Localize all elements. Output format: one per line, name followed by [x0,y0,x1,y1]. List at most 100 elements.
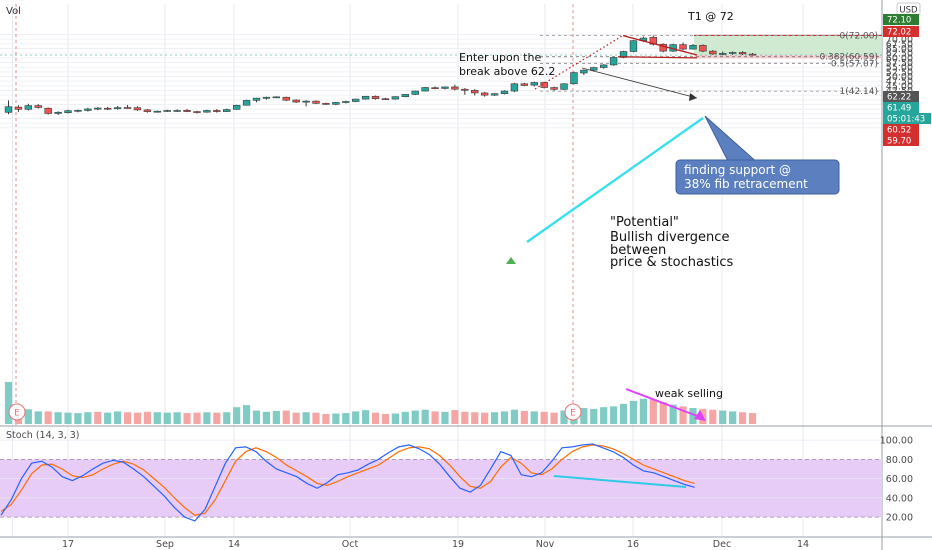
volume-bar [54,412,62,424]
price-tag-label: 59.70 [887,137,911,147]
time-axis-tick: Nov [536,539,555,550]
volume-bar [461,411,469,424]
candle-body [14,106,23,110]
volume-bar [550,412,558,424]
candle-body [262,96,271,99]
earnings-marker-icon [8,403,26,421]
signal-triangle-icon [506,257,516,264]
candle-body [272,96,281,99]
target-annotation: T1 @ 72 [687,10,734,23]
candle-body [719,53,727,55]
stoch-d-line [0,444,695,516]
candle-body [113,107,122,110]
volume-bar [114,411,122,424]
time-axis-tick: 16 [627,539,639,550]
currency-label: USD [899,6,918,16]
candle-body [24,105,33,110]
volume-bar [441,411,449,424]
earnings-marker-icon [564,403,582,421]
candle-body [629,40,638,52]
candle-body [292,99,300,103]
stoch-axis-tick: 100.00 [880,436,913,447]
price-tag-box [883,102,919,113]
volume-bar [312,412,320,424]
price-tag-label: 61.49 [887,104,911,114]
price-axis-tick: 62.50 [886,49,913,60]
candle-body [599,64,608,68]
volume-bar [322,413,330,424]
time-axis-tick: 14 [228,539,240,550]
volume-bar [292,412,300,424]
candle-body [590,67,598,71]
volume-bar [510,409,519,424]
volume-bar [143,411,151,424]
stoch-axis-labels: 100.00 80.00 60.00 40.00 20.00 [880,436,913,524]
volume-bar [709,409,717,424]
price-tag-box [883,124,919,135]
fib-level-label: 0.382(60.59) [819,53,878,63]
candle-body [619,51,628,58]
vertical-grid [12,4,804,536]
stoch-axis-tick: 80.00 [886,455,913,466]
candle-body [74,109,82,112]
candle-body [361,95,370,100]
volume-bar [223,412,231,424]
candle-body [471,90,479,94]
entry-pointer-arrowhead [689,93,697,101]
candle-body [679,44,687,50]
weak-selling-arrow [625,388,701,418]
fib-level-label: 0(72.00) [839,31,878,41]
volume-bar [649,399,657,424]
volume-bar [133,412,142,424]
entry-annotation-line2: break above 62.2 [459,65,555,78]
callout-text-line2: 38% fib retracement [684,177,808,191]
time-axis-tick: Dec [713,539,731,550]
weak-selling-annotation: weak selling [655,387,723,400]
profit-zone [694,35,882,56]
volume-bar [183,413,191,424]
candle-body [342,101,350,103]
volume-bar [639,398,647,424]
volume-bar [411,410,419,424]
volume-bar [332,413,340,424]
volume-bar [381,413,390,424]
candle-body [282,96,290,101]
candle-body [431,87,439,89]
time-axis-tick: Oct [342,539,359,550]
candle-body [203,110,211,113]
volume-bar [282,410,290,424]
bullish-divergence-line [526,117,704,243]
volume-bar [719,410,727,424]
price-tag-label: 05:01:43 [887,115,925,125]
volume-bar [163,412,171,424]
candle-body [322,103,330,105]
volume-bar [738,412,747,424]
candle-body [480,92,489,96]
horizontal-grid [0,34,882,129]
volume-bar [530,411,538,424]
volume-bar [153,412,161,424]
time-axis-tick: Sep [156,539,174,550]
volume-bar [272,410,280,424]
candle-body [252,97,261,101]
fib-level-label: 1(42.14) [839,87,878,97]
flag-support-line [617,56,698,59]
price-axis-tick: 60.00 [886,53,913,64]
candle-body [728,52,737,54]
candle-body [302,100,310,103]
stoch-axis-tick: 40.00 [886,493,913,504]
candle-body [441,86,449,89]
volume-bar [689,408,697,424]
fib-retracement: 0(72.00) 0.382(60.59)0.5(57.07) 1(42.14) [540,31,882,97]
volume-bar [203,412,211,424]
price-tag-label: 62.22 [887,93,911,103]
volume-bar [252,410,261,424]
price-tag-box [883,91,919,102]
volume-bar [34,411,42,424]
candle-body [709,50,717,55]
stoch-axis-tick: 60.00 [886,474,913,485]
candle-body [332,102,340,105]
volume-bar [94,411,102,424]
